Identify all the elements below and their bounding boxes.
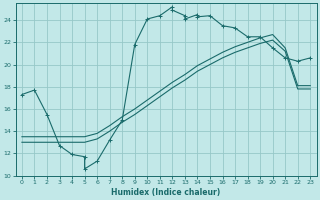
X-axis label: Humidex (Indice chaleur): Humidex (Indice chaleur) (111, 188, 221, 197)
